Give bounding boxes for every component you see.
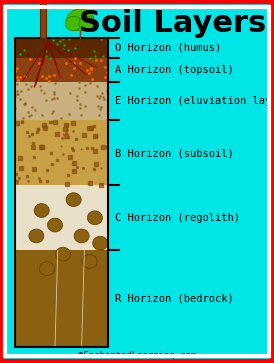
- Text: ©EnchantedLearning.com: ©EnchantedLearning.com: [78, 351, 196, 360]
- Text: Soil Layers: Soil Layers: [79, 9, 266, 38]
- Ellipse shape: [87, 211, 102, 225]
- Text: A Horizon (topsoil): A Horizon (topsoil): [115, 65, 234, 75]
- Ellipse shape: [67, 9, 94, 31]
- Ellipse shape: [55, 247, 70, 261]
- Bar: [15, 120, 108, 185]
- Bar: [15, 38, 108, 58]
- Ellipse shape: [29, 229, 44, 243]
- Ellipse shape: [79, 16, 95, 31]
- Ellipse shape: [82, 254, 97, 268]
- Ellipse shape: [47, 218, 62, 232]
- Text: C Horizon (regolith): C Horizon (regolith): [115, 213, 240, 223]
- Bar: [15, 250, 108, 347]
- Ellipse shape: [74, 229, 89, 243]
- Bar: [15, 82, 108, 120]
- Bar: [39, 0, 46, 38]
- Ellipse shape: [66, 193, 81, 207]
- Bar: [15, 58, 108, 82]
- Text: O Horizon (humus): O Horizon (humus): [115, 43, 221, 53]
- Ellipse shape: [34, 204, 49, 217]
- Ellipse shape: [39, 262, 55, 276]
- Ellipse shape: [93, 236, 108, 250]
- Text: B Horizon (subsoil): B Horizon (subsoil): [115, 148, 234, 158]
- Bar: [15, 38, 108, 347]
- Text: E Horizon (eluviation layer): E Horizon (eluviation layer): [115, 96, 274, 106]
- Ellipse shape: [65, 16, 82, 31]
- Text: R Horizon (bedrock): R Horizon (bedrock): [115, 293, 234, 303]
- Bar: [15, 185, 108, 250]
